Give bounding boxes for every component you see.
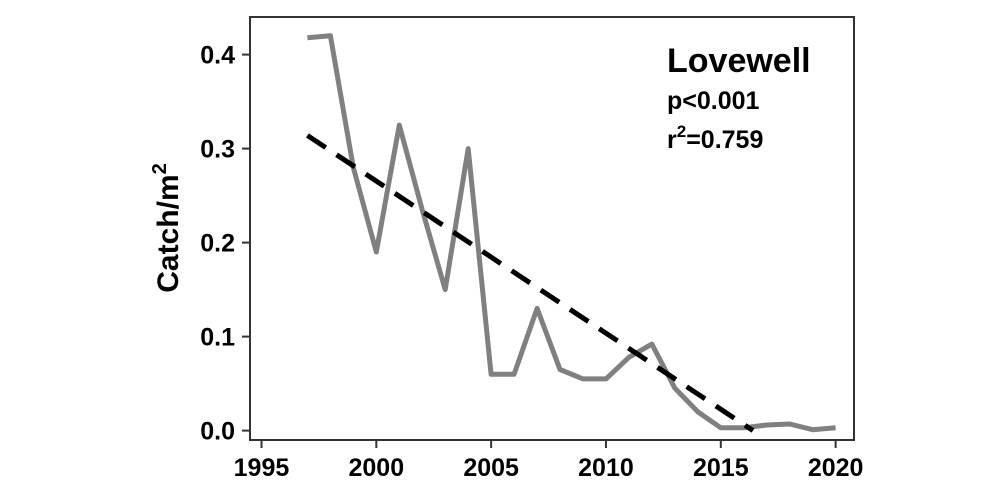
p-value-annotation: p<0.001 <box>667 87 760 115</box>
trend-line <box>306 133 755 433</box>
x-tick-label: 2010 <box>578 454 634 482</box>
y-tick-label: 0.4 <box>200 42 235 70</box>
x-tick-label: 2020 <box>808 454 864 482</box>
x-tick-label: 2000 <box>348 454 404 482</box>
plot-frame <box>249 16 855 441</box>
y-tick-label: 0.2 <box>200 230 235 258</box>
y-tick-label: 0.1 <box>200 324 235 352</box>
r-squared-superscript: 2 <box>677 122 686 141</box>
series-layer <box>306 33 836 433</box>
x-tick-label: 2005 <box>463 454 519 482</box>
y-axis-label: Catch/m2 <box>149 163 185 292</box>
y-tick-label: 0.0 <box>200 418 235 446</box>
x-tick-label: 1995 <box>234 454 290 482</box>
chart-title: Lovewell <box>667 42 811 80</box>
r-squared-annotation: r2=0.759 <box>667 122 763 154</box>
y-axis-label-superscript: 2 <box>149 163 171 174</box>
axis-ticks: 1995 2000 2005 2010 2015 2020 0.0 0.1 0.2 0.3 0.4 <box>200 42 863 482</box>
x-tick-label: 2015 <box>693 454 749 482</box>
y-tick-label: 0.3 <box>200 136 235 164</box>
